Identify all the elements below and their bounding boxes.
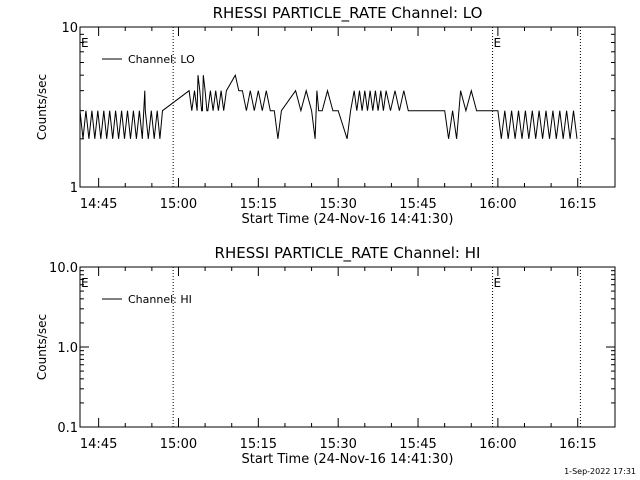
event-marker-label: E <box>494 276 502 290</box>
x-tick-label: 14:45 <box>80 437 117 452</box>
x-tick-label: 16:15 <box>559 437 596 452</box>
event-marker-label: E <box>81 36 89 50</box>
x-tick-label: 15:45 <box>399 197 436 212</box>
x-tick-label: 15:00 <box>160 437 197 452</box>
y-axis-label: Counts/sec <box>35 74 49 140</box>
y-axis-label: Counts/sec <box>35 314 49 380</box>
x-tick-label: 15:15 <box>240 197 277 212</box>
y-tick-label: 1 <box>70 181 78 196</box>
chart-panel-2: RHESSI PARTICLE_RATE Channel: HI 0.1 1.0 10… <box>35 244 616 467</box>
legend-label: Channel: HI <box>128 293 192 306</box>
x-tick-label: 15:45 <box>399 437 436 452</box>
y-tick-label: 0.1 <box>57 421 78 436</box>
plot-frame <box>79 26 616 188</box>
chart-title: RHESSI PARTICLE_RATE Channel: LO <box>213 4 483 23</box>
x-axis-label: Start Time (24-Nov-16 14:41:30) <box>242 212 454 227</box>
x-tick-label: 14:45 <box>80 197 117 212</box>
x-tick-label: 15:30 <box>319 437 356 452</box>
plot-frame <box>79 266 616 428</box>
y-tick-label: 1.0 <box>57 341 78 356</box>
chart-panel-1: RHESSI PARTICLE_RATE Channel: LO 1 10 Count… <box>35 4 616 227</box>
x-tick-label: 15:30 <box>319 197 356 212</box>
x-tick-label: 16:00 <box>479 197 516 212</box>
event-marker-label: E <box>81 276 89 290</box>
series-line <box>79 73 578 139</box>
y-tick-label: 10 <box>61 21 78 36</box>
event-marker-label: E <box>494 36 502 50</box>
plot-timestamp: 1-Sep-2022 17:31 <box>564 467 636 476</box>
x-tick-label: 15:00 <box>160 197 197 212</box>
x-axis-label: Start Time (24-Nov-16 14:41:30) <box>242 452 454 467</box>
x-tick-label: 15:15 <box>240 437 277 452</box>
legend-label: Channel: LO <box>128 53 195 66</box>
x-tick-label: 16:15 <box>559 197 596 212</box>
chart-title: RHESSI PARTICLE_RATE Channel: HI <box>215 244 481 263</box>
x-tick-label: 16:00 <box>479 437 516 452</box>
y-tick-label: 10.0 <box>49 261 78 276</box>
